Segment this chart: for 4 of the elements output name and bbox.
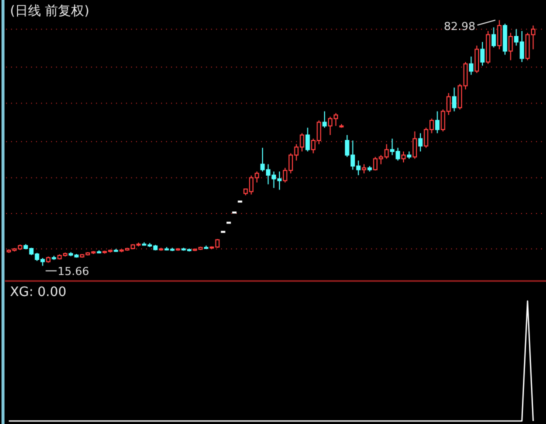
chart-title: (日线 前复权) [10,4,90,19]
annotation: 15.66 [58,264,90,278]
chart-title: XG: 0.00 [10,285,66,300]
annotation: 82.98 [444,20,476,34]
